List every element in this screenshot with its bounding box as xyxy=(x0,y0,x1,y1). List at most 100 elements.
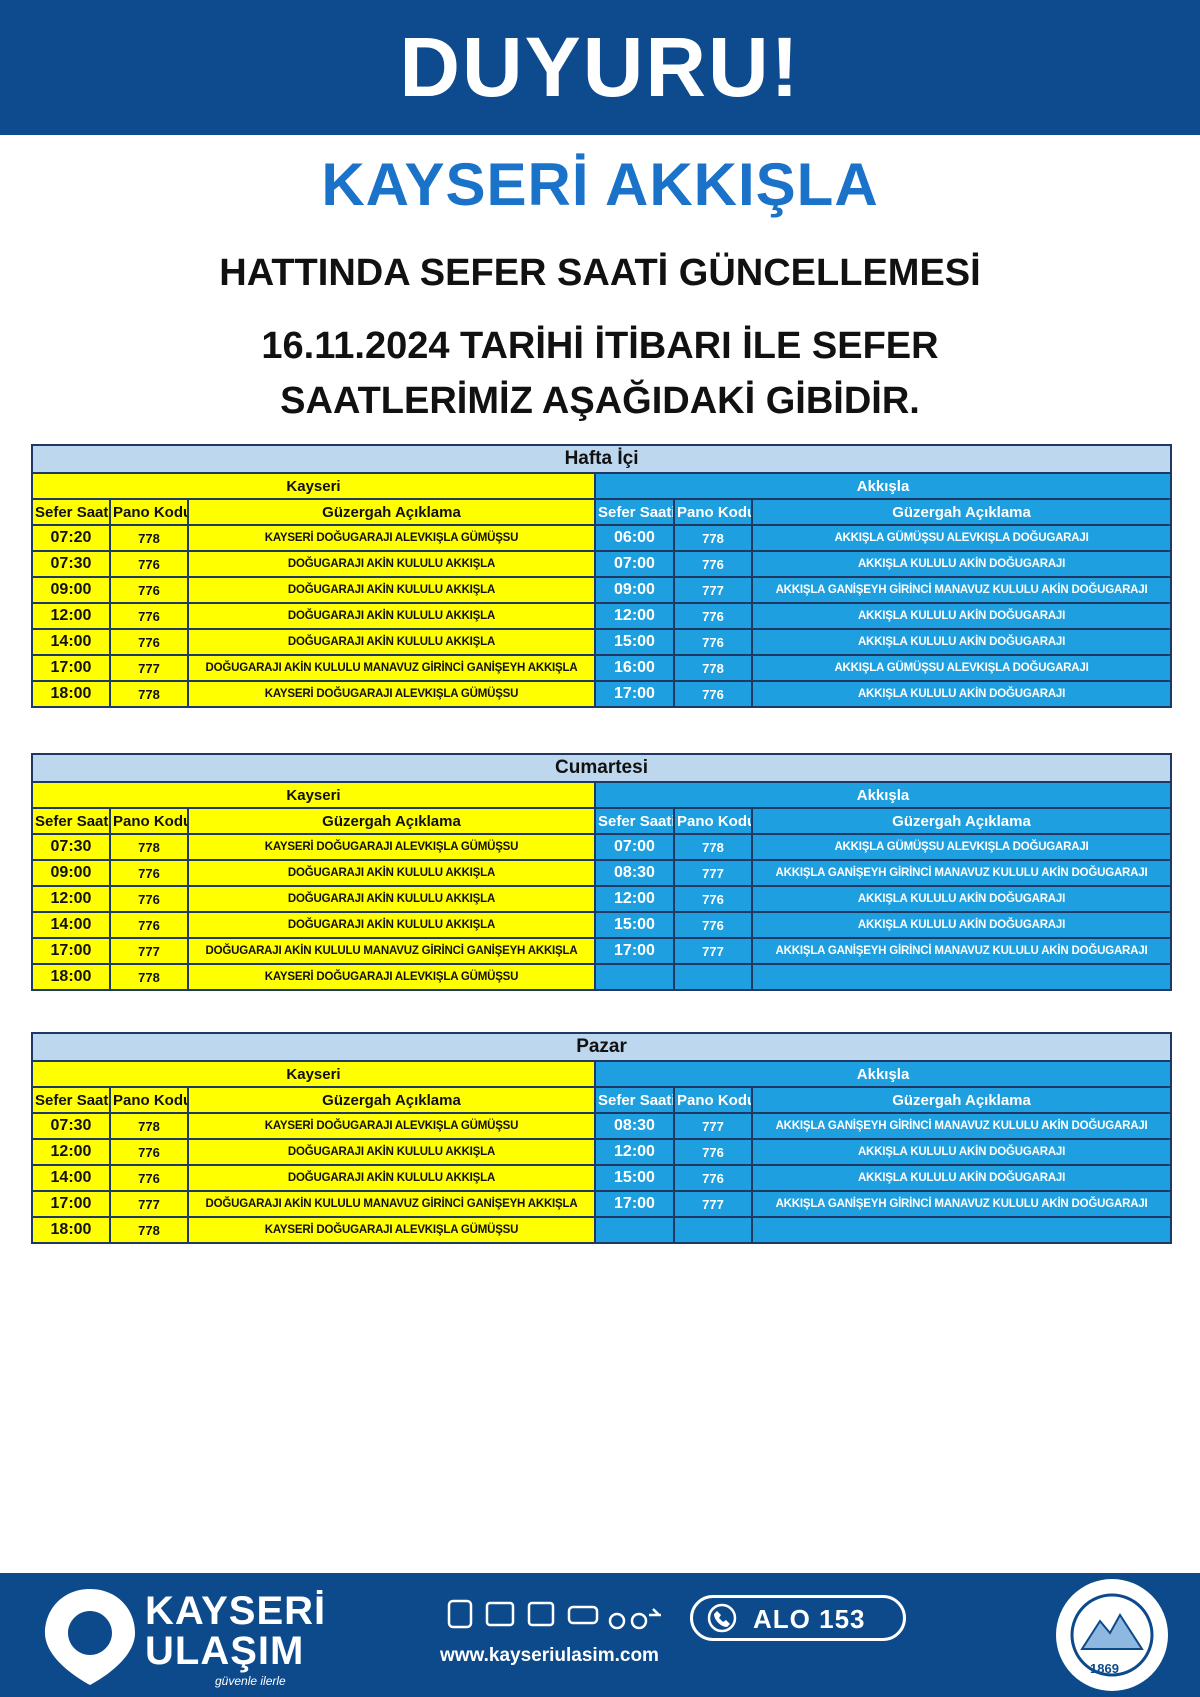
cell: 17:00 xyxy=(31,654,111,682)
cell: AKKIŞLA GANİŞEYH GİRİNCİ MANAVUZ KULULU … xyxy=(750,576,1173,604)
cell: 776 xyxy=(673,1164,753,1192)
column-header: Pano Kodu xyxy=(109,807,189,835)
cell: 777 xyxy=(673,576,753,604)
cell: AKKIŞLA GANİŞEYH GİRİNCİ MANAVUZ KULULU … xyxy=(750,1190,1173,1218)
column-header: Güzergah Açıklama xyxy=(750,807,1173,835)
cell: 08:30 xyxy=(594,1112,675,1140)
data-row: 09:00 776 DOĞUGARAJI AKİN KULULU AKKIŞLA 09… xyxy=(31,576,1173,604)
table-title: Hafta İçi xyxy=(30,444,1173,474)
cell: 776 xyxy=(109,911,189,939)
column-header: Sefer Saati xyxy=(594,498,675,526)
side-row: Kayseri Akkışla xyxy=(31,1060,1173,1088)
header-band: DUYURU! xyxy=(0,0,1200,135)
cell: 06:00 xyxy=(594,524,675,552)
column-header: Pano Kodu xyxy=(673,807,753,835)
cell: DOĞUGARAJI AKİN KULULU AKKIŞLA xyxy=(187,602,596,630)
cell: 07:30 xyxy=(31,833,111,861)
column-header: Güzergah Açıklama xyxy=(187,1086,596,1114)
cell: 07:20 xyxy=(31,524,111,552)
cell: 07:30 xyxy=(31,1112,111,1140)
cell: AKKIŞLA KULULU AKİN DOĞUGARAJI xyxy=(750,1164,1173,1192)
cell: AKKIŞLA KULULU AKİN DOĞUGARAJI xyxy=(750,885,1173,913)
website: www.kayseriulasim.com xyxy=(440,1645,659,1666)
cell: AKKIŞLA KULULU AKİN DOĞUGARAJI xyxy=(750,911,1173,939)
cell: DOĞUGARAJI AKİN KULULU AKKIŞLA xyxy=(187,911,596,939)
column-header: Güzergah Açıklama xyxy=(750,498,1173,526)
data-row: 17:00 777 DOĞUGARAJI AKİN KULULU MANAVUZ G… xyxy=(31,654,1173,682)
data-row: 18:00 778 KAYSERİ DOĞUGARAJI ALEVKIŞLA GÜM… xyxy=(31,1216,1173,1244)
cell: AKKIŞLA GANİŞEYH GİRİNCİ MANAVUZ KULULU … xyxy=(750,1112,1173,1140)
cell: 777 xyxy=(673,937,753,965)
cell: 12:00 xyxy=(594,885,675,913)
cell: 776 xyxy=(673,550,753,578)
cell: 776 xyxy=(673,602,753,630)
header-row: Sefer Saati Pano Kodu Güzergah Açıklama Sef… xyxy=(31,1086,1173,1114)
header-row: Sefer Saati Pano Kodu Güzergah Açıklama Sef… xyxy=(31,807,1173,835)
headline: HATTINDA SEFER SAATİ GÜNCELLEMESİ xyxy=(219,252,981,294)
table-title: Cumartesi xyxy=(30,753,1173,783)
side-row: Kayseri Akkışla xyxy=(31,781,1173,809)
cell: 14:00 xyxy=(31,628,111,656)
brand-name: ULAŞIM xyxy=(145,1629,305,1673)
data-row: 09:00 776 DOĞUGARAJI AKİN KULULU AKKIŞLA 08… xyxy=(31,859,1173,887)
data-row: 14:00 776 DOĞUGARAJI AKİN KULULU AKKIŞLA 15… xyxy=(31,628,1173,656)
cell: 777 xyxy=(673,1190,753,1218)
brand-logo xyxy=(45,1589,135,1685)
cell: DOĞUGARAJI AKİN KULULU AKKIŞLA xyxy=(187,550,596,578)
data-row: 12:00 776 DOĞUGARAJI AKİN KULULU AKKIŞLA 12… xyxy=(31,602,1173,630)
data-row: 07:30 778 KAYSERİ DOĞUGARAJI ALEVKIŞLA GÜM… xyxy=(31,1112,1173,1140)
cell: AKKIŞLA KULULU AKİN DOĞUGARAJI xyxy=(750,628,1173,656)
footer: KAYSERİ ULAŞIM güvenle ilerle www.kayser… xyxy=(0,1573,1200,1697)
side-title: Kayseri xyxy=(31,781,596,809)
cell: 15:00 xyxy=(594,1164,675,1192)
cell: 776 xyxy=(109,885,189,913)
slogan: güvenle ilerle xyxy=(215,1674,286,1688)
cell: 776 xyxy=(109,576,189,604)
cell: DOĞUGARAJI AKİN KULULU MANAVUZ GİRİNCİ G… xyxy=(187,937,596,965)
side-title: Akkışla xyxy=(593,472,1173,500)
cell: 778 xyxy=(109,1216,189,1244)
cell: 777 xyxy=(673,1112,753,1140)
cell: DOĞUGARAJI AKİN KULULU AKKIŞLA xyxy=(187,1164,596,1192)
cell: 16:00 xyxy=(594,654,675,682)
cell: 776 xyxy=(109,859,189,887)
cell: 09:00 xyxy=(31,576,111,604)
cell: 776 xyxy=(109,1138,189,1166)
cell: 777 xyxy=(109,937,189,965)
cell: 776 xyxy=(109,550,189,578)
cell: AKKIŞLA KULULU AKİN DOĞUGARAJI xyxy=(750,680,1173,708)
header-title: DUYURU! xyxy=(399,20,801,114)
cell: 14:00 xyxy=(31,1164,111,1192)
cell: 778 xyxy=(109,524,189,552)
column-header: Güzergah Açıklama xyxy=(187,807,596,835)
cell: 776 xyxy=(673,885,753,913)
cell: 17:00 xyxy=(594,1190,675,1218)
cell: 776 xyxy=(673,628,753,656)
side-title: Kayseri xyxy=(31,472,596,500)
side-title: Kayseri xyxy=(31,1060,596,1088)
cell: 09:00 xyxy=(31,859,111,887)
cell: AKKIŞLA GANİŞEYH GİRİNCİ MANAVUZ KULULU … xyxy=(750,937,1173,965)
brand-name: KAYSERİ xyxy=(145,1589,327,1633)
cell: 12:00 xyxy=(31,602,111,630)
cell: 12:00 xyxy=(31,1138,111,1166)
data-row: 07:30 776 DOĞUGARAJI AKİN KULULU AKKIŞLA 07… xyxy=(31,550,1173,578)
column-header: Güzergah Açıklama xyxy=(750,1086,1173,1114)
cell: 778 xyxy=(109,680,189,708)
empty-cell xyxy=(673,1216,753,1244)
data-row: 07:30 778 KAYSERİ DOĞUGARAJI ALEVKIŞLA GÜM… xyxy=(31,833,1173,861)
cell: 07:00 xyxy=(594,550,675,578)
cell: 778 xyxy=(109,833,189,861)
cell: 15:00 xyxy=(594,911,675,939)
cell: 778 xyxy=(673,524,753,552)
side-row: Kayseri Akkışla xyxy=(31,472,1173,500)
column-header: Pano Kodu xyxy=(673,1086,753,1114)
title-row: Cumartesi xyxy=(30,753,1173,783)
data-row: 07:20 778 KAYSERİ DOĞUGARAJI ALEVKIŞLA GÜM… xyxy=(31,524,1173,552)
cell: KAYSERİ DOĞUGARAJI ALEVKIŞLA GÜMÜŞSU xyxy=(187,1216,596,1244)
cell: 12:00 xyxy=(594,1138,675,1166)
title-row: Hafta İçi xyxy=(30,444,1173,474)
cell: 776 xyxy=(109,602,189,630)
cell: 17:00 xyxy=(31,1190,111,1218)
